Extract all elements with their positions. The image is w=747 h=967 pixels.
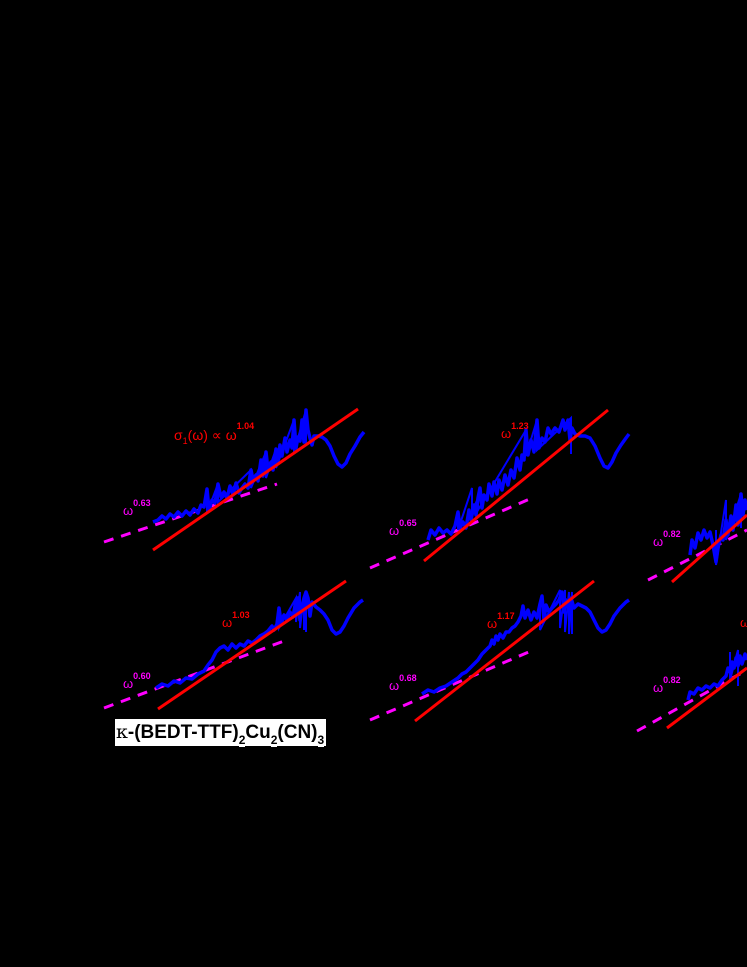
compound-prefix: κ	[116, 721, 128, 743]
annotation-fit-high: ω1.23	[501, 421, 529, 441]
compound-sub3: 3	[317, 733, 325, 747]
fit-high-solid	[414, 579, 595, 723]
panel-bottom-middle: ω1.17 ω0.68	[369, 579, 630, 723]
fit-high-solid	[666, 666, 747, 730]
annotation-fit-high: σ1(ω) ∝ ω1.04	[174, 421, 254, 446]
panel-top-left: σ1(ω) ∝ ω1.04 ω0.63	[103, 407, 366, 552]
data-spikes	[715, 493, 742, 566]
compound-part2: Cu	[245, 722, 271, 743]
panel-bottom-left: ω1.03 ω0.60	[103, 579, 364, 711]
fit-high-solid	[157, 579, 347, 711]
panel-top-middle: ω1.23 ω0.65	[369, 408, 631, 570]
fit-high-solid	[671, 513, 747, 584]
annotation-fit-low: ω0.68	[389, 673, 417, 693]
annotation-fit-low: ω0.82	[653, 675, 681, 695]
data-spikes	[729, 649, 739, 686]
data-curve	[686, 652, 747, 701]
data-curve	[421, 590, 630, 696]
data-curve	[152, 408, 366, 524]
data-curve	[155, 590, 364, 690]
fit-low-dashed	[103, 639, 285, 710]
fit-low-dashed	[636, 668, 747, 733]
data-spikes	[457, 415, 572, 531]
compound-label: κ-(BEDT-TTF)2Cu2(CN)3	[115, 719, 327, 747]
compound-part1: -(BEDT-TTF)	[127, 722, 239, 743]
annotation-fit-high: ω1.17	[487, 611, 515, 631]
annotation-fit-low: ω0.65	[389, 518, 417, 538]
annotation-fit-high-truncated: ω	[740, 615, 747, 630]
fit-high-solid	[152, 407, 359, 552]
fit-low-dashed	[369, 496, 533, 570]
compound-part3: (CN)	[277, 722, 318, 743]
compound-sub2: 2	[270, 733, 278, 747]
fit-high-solid	[423, 408, 609, 563]
annotation-fit-low: ω0.63	[123, 498, 151, 518]
annotation-fit-low: ω0.60	[123, 671, 151, 691]
annotation-fit-low: ω0.82	[653, 529, 681, 549]
data-spikes	[206, 409, 307, 514]
annotation-fit-high: ω1.03	[222, 610, 250, 630]
fit-low-dashed	[647, 528, 747, 582]
panel-bottom-right: ω ω0.82	[636, 615, 747, 733]
panel-top-right: ω0.82	[647, 492, 747, 584]
compound-sub1: 2	[238, 733, 246, 747]
fit-low-dashed	[369, 649, 532, 722]
data-spikes	[278, 591, 307, 632]
data-spikes	[539, 589, 573, 635]
